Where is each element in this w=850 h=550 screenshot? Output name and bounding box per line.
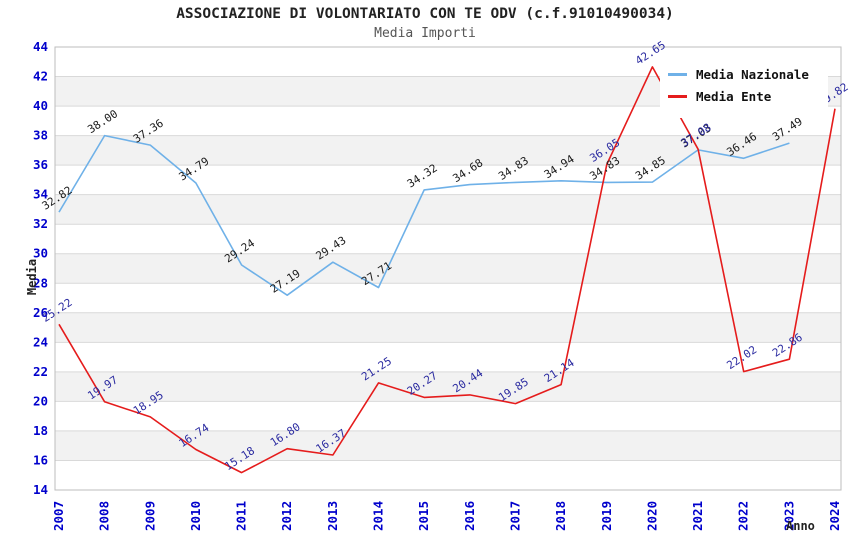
legend: Media Nazionale Media Ente <box>660 57 828 118</box>
x-tick-label: 2007 <box>51 501 66 531</box>
y-tick-label: 40 <box>33 98 48 113</box>
x-tick-label: 2018 <box>553 501 568 531</box>
grid-band <box>55 371 841 402</box>
chart-subtitle: Media Importi <box>374 26 476 41</box>
x-tick-label: 2013 <box>325 501 340 531</box>
legend-label: Media Nazionale <box>696 67 809 82</box>
grid-band <box>55 194 841 225</box>
x-tick-label: 2014 <box>371 501 386 531</box>
legend-swatch-blue-line <box>668 73 687 76</box>
y-tick-label: 30 <box>33 246 48 261</box>
y-tick-label: 20 <box>33 393 48 408</box>
y-tick-label: 38 <box>33 128 48 143</box>
legend-swatch-red-line <box>668 95 687 98</box>
x-tick-label: 2010 <box>188 501 203 531</box>
x-tick-label: 2012 <box>279 501 294 531</box>
x-tick-label: 2009 <box>142 501 157 531</box>
x-tick-label: 2020 <box>644 501 659 531</box>
grid-band <box>55 430 841 461</box>
y-tick-label: 34 <box>33 187 48 202</box>
point-label: 38.00 <box>85 107 120 136</box>
x-tick-label: 2008 <box>97 501 112 531</box>
y-tick-label: 28 <box>33 275 48 290</box>
x-tick-label: 2022 <box>736 501 751 531</box>
point-label: 34.32 <box>405 162 440 191</box>
y-tick-label: 36 <box>33 157 48 172</box>
x-tick-label: 2021 <box>690 501 705 531</box>
y-tick-label: 18 <box>33 423 48 438</box>
x-tick-label: 2017 <box>507 501 522 531</box>
x-axis-title: Anno <box>786 519 815 533</box>
y-tick-label: 22 <box>33 364 48 379</box>
x-tick-label: 2015 <box>416 501 431 531</box>
y-tick-label: 16 <box>33 452 48 467</box>
grid-band <box>55 312 841 343</box>
y-tick-label: 14 <box>33 482 48 497</box>
x-tick-label: 2023 <box>781 501 796 531</box>
series-line-media-nazionale <box>58 134 790 296</box>
chart-title: ASSOCIAZIONE DI VOLONTARIATO CON TE ODV … <box>176 6 674 22</box>
y-tick-label: 32 <box>33 216 48 231</box>
y-tick-label: 44 <box>33 39 48 54</box>
grid-band <box>55 253 841 284</box>
x-tick-label: 2016 <box>462 501 477 531</box>
legend-item-media-nazionale: Media Nazionale <box>668 67 820 82</box>
series-line-media-ente <box>58 66 836 474</box>
y-tick-label: 24 <box>33 334 48 349</box>
plot-border <box>54 46 842 491</box>
y-tick-label: 26 <box>33 305 48 320</box>
legend-item-media-ente: Media Ente <box>668 89 820 104</box>
point-label: 22.02 <box>724 343 759 372</box>
x-tick-label: 2019 <box>599 501 614 531</box>
x-tick-label: 2024 <box>827 501 842 531</box>
y-axis-title: Media <box>25 258 40 296</box>
grid-band <box>55 135 841 166</box>
x-tick-label: 2011 <box>234 501 249 531</box>
legend-label: Media Ente <box>696 89 772 104</box>
y-tick-label: 42 <box>33 69 48 84</box>
